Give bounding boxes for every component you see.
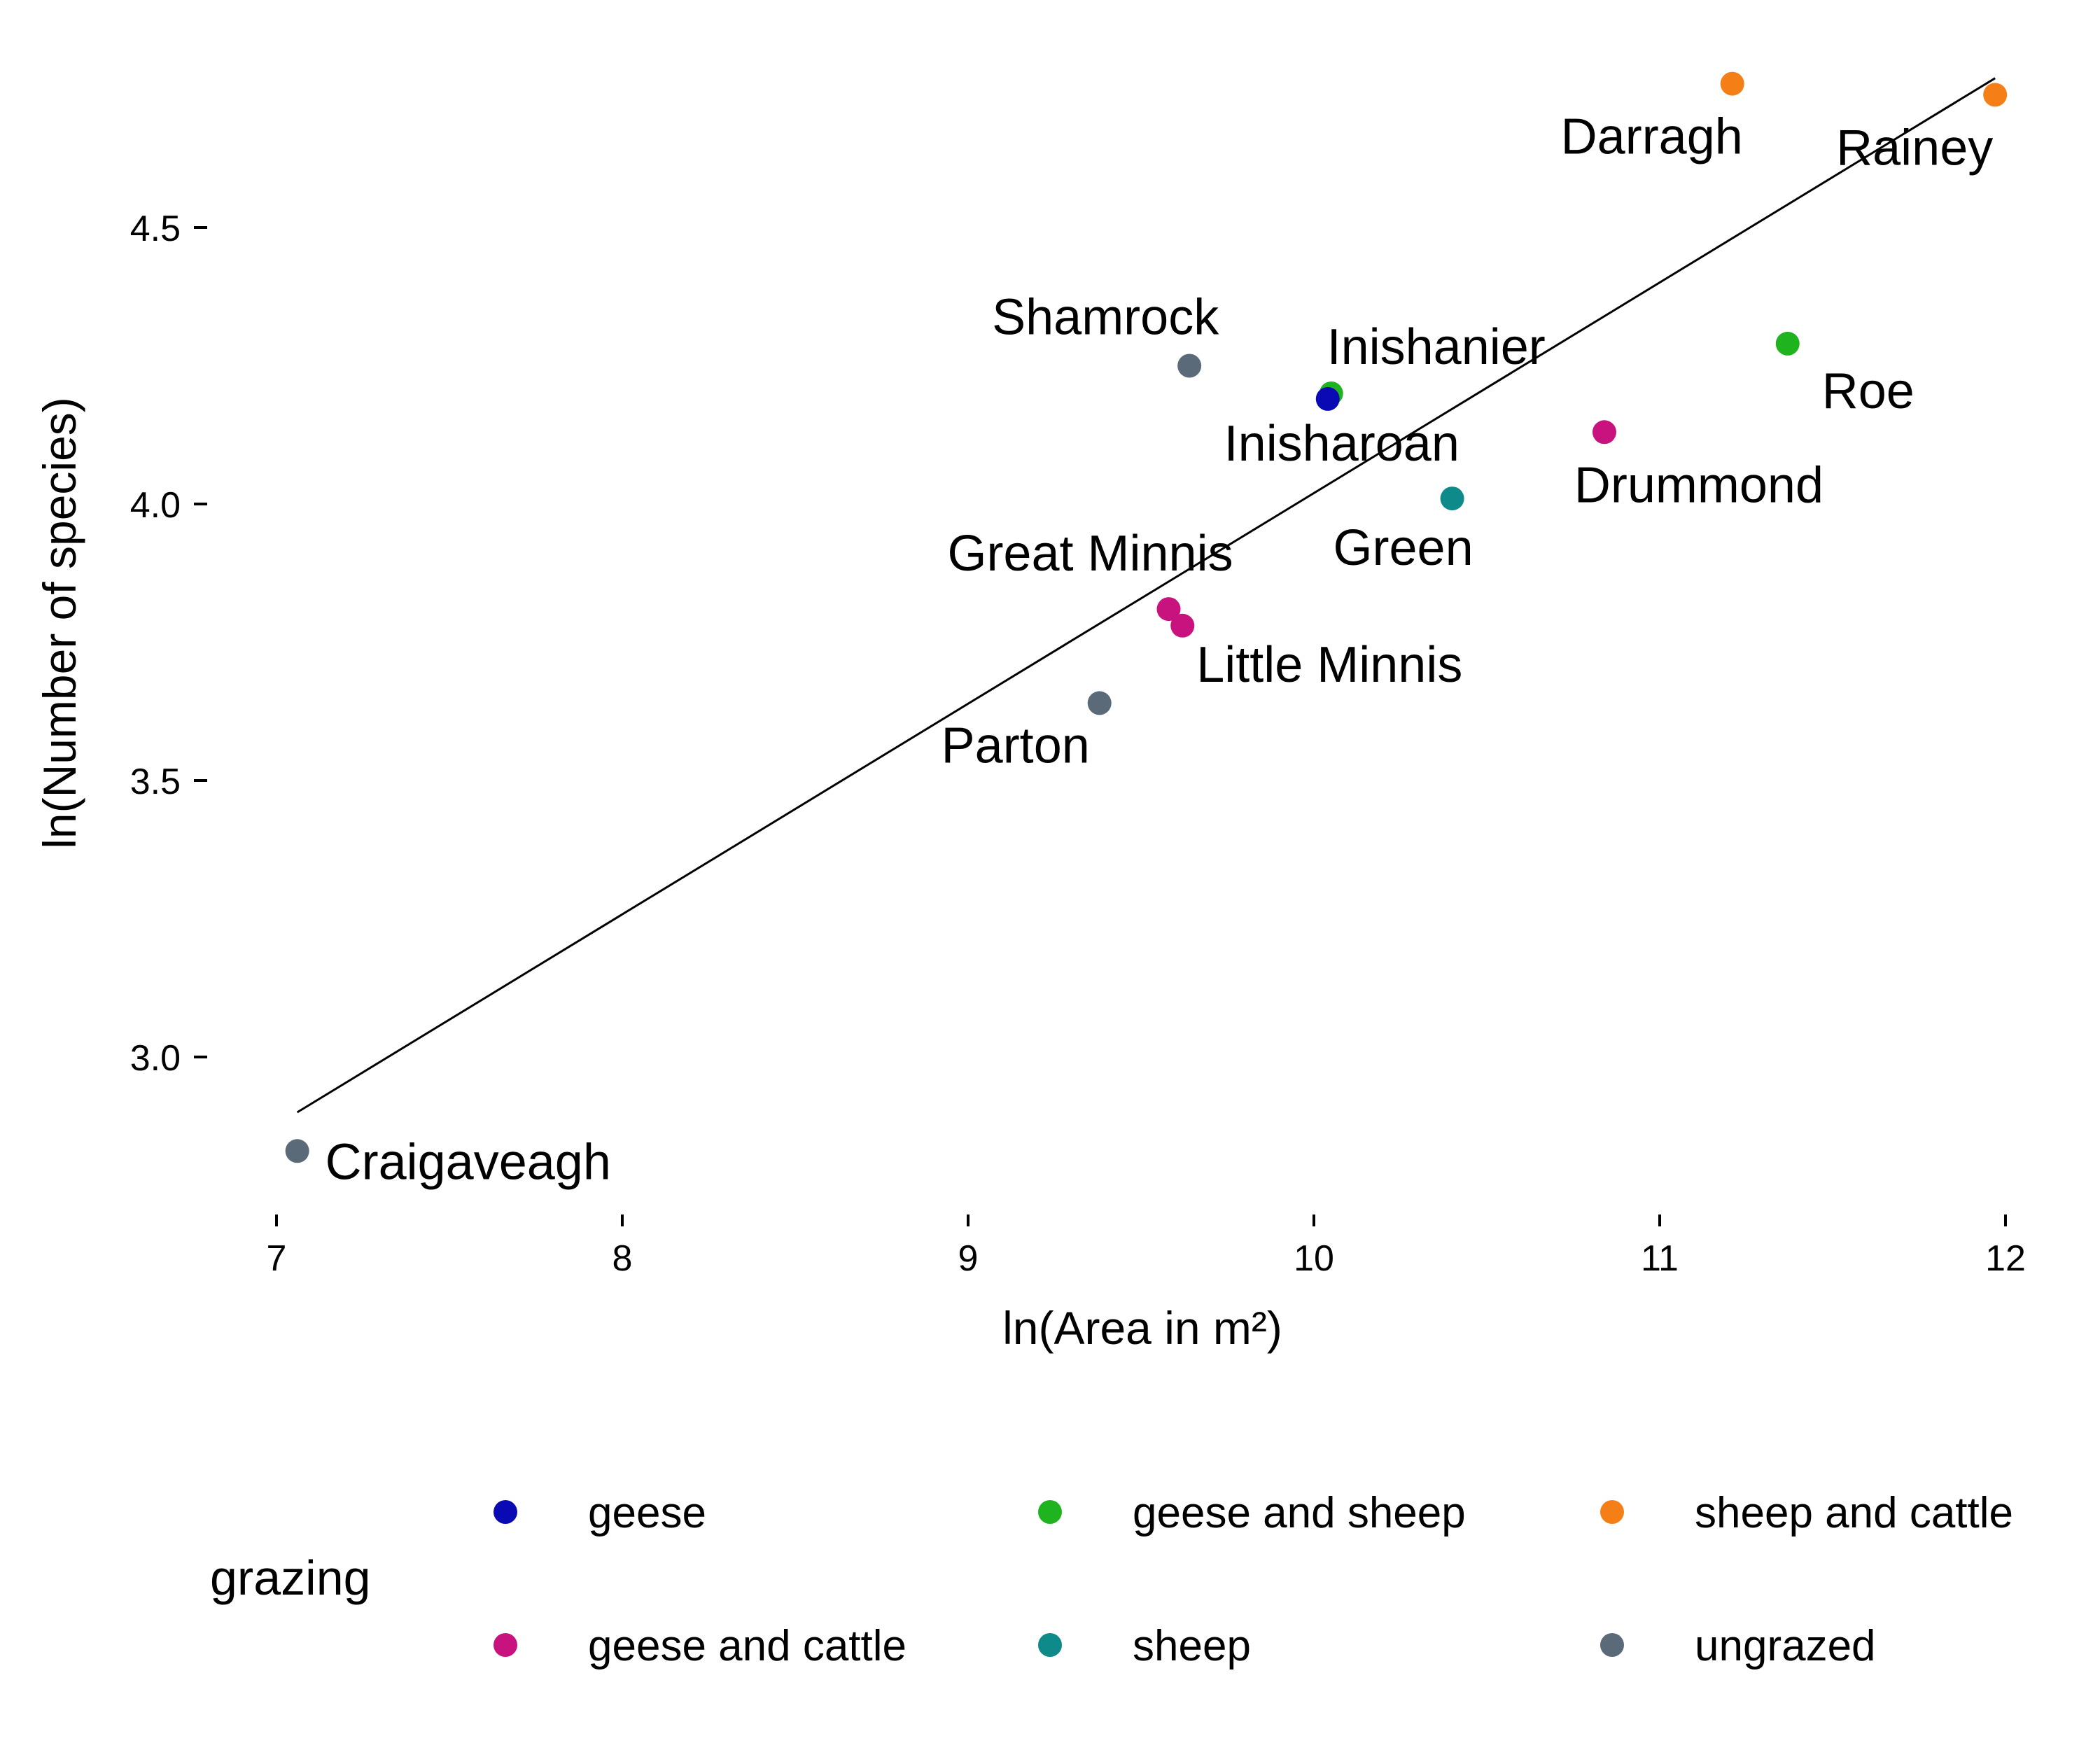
legend-key-geese-and-sheep — [1038, 1500, 1062, 1524]
legend-label-geese-and-cattle: geese and cattle — [588, 1622, 906, 1670]
legend-key-geese-and-cattle — [493, 1633, 517, 1657]
y-tick-label: 4.0 — [130, 485, 181, 526]
x-axis-title: ln(Area in m²) — [1002, 1302, 1282, 1354]
y-tick-label: 3.5 — [130, 762, 181, 802]
point-labels: Craigaveagh Parton Great Minnis Little Minn… — [326, 109, 1994, 1191]
legend-key-sheep — [1038, 1633, 1062, 1657]
point-label-inishanier: Inishanier — [1327, 319, 1546, 375]
point-little-minnis — [1170, 613, 1195, 638]
point-craigaveagh — [285, 1139, 309, 1163]
point-inisharoan — [1315, 386, 1340, 411]
legend-title: grazing — [210, 1550, 371, 1605]
point-darragh — [1720, 71, 1744, 96]
x-tick-label: 12 — [1985, 1238, 2026, 1279]
plot-area — [285, 71, 2008, 1163]
x-tick-label: 7 — [267, 1238, 287, 1279]
point-parton — [1087, 691, 1112, 715]
point-green — [1440, 486, 1464, 511]
y-tick-label: 4.5 — [130, 209, 181, 249]
legend-label-sheep-and-cattle: sheep and cattle — [1695, 1489, 2013, 1537]
point-label-craigaveagh: Craigaveagh — [326, 1134, 611, 1190]
point-label-darragh: Darragh — [1561, 109, 1743, 165]
legend-key-geese — [493, 1500, 517, 1524]
point-label-green: Green — [1334, 520, 1474, 576]
point-roe — [1775, 331, 1800, 356]
point-label-inisharoan: Inisharoan — [1224, 416, 1460, 472]
point-label-great-minnis: Great Minnis — [947, 526, 1233, 582]
point-label-little-minnis: Little Minnis — [1196, 637, 1462, 693]
point-label-roe: Roe — [1822, 363, 1914, 419]
x-tick-label: 8 — [612, 1238, 633, 1279]
legend-key-sheep-and-cattle — [1600, 1500, 1624, 1524]
x-tick-label: 9 — [958, 1238, 979, 1279]
point-rainey — [1983, 83, 2008, 107]
x-tick-label: 10 — [1294, 1238, 1334, 1279]
y-axis-title: ln(Number of species) — [34, 397, 85, 849]
legend-label-geese: geese — [588, 1489, 706, 1537]
point-great-minnis — [1156, 597, 1181, 622]
point-drummond — [1592, 420, 1616, 444]
point-shamrock — [1177, 354, 1202, 378]
point-label-parton: Parton — [941, 718, 1090, 774]
point-label-drummond: Drummond — [1574, 457, 1823, 513]
point-label-rainey: Rainey — [1836, 120, 1993, 176]
legend-label-geese-and-sheep: geese and sheep — [1133, 1489, 1466, 1537]
axes: 7 8 9 10 11 12 3.0 3.5 4.0 4.5 ln(Area in m²) ln(Nu… — [34, 209, 2026, 1354]
legend-label-sheep: sheep — [1133, 1622, 1251, 1670]
x-tick-label: 11 — [1641, 1238, 1679, 1279]
legend-key-ungrazed — [1600, 1633, 1624, 1657]
legend: grazing geese geese and sheep sheep and cat… — [210, 1489, 2013, 1670]
legend-label-ungrazed: ungrazed — [1695, 1622, 1876, 1670]
y-tick-label: 3.0 — [130, 1038, 181, 1079]
regression-line — [296, 77, 1996, 1114]
point-label-shamrock: Shamrock — [992, 290, 1219, 346]
